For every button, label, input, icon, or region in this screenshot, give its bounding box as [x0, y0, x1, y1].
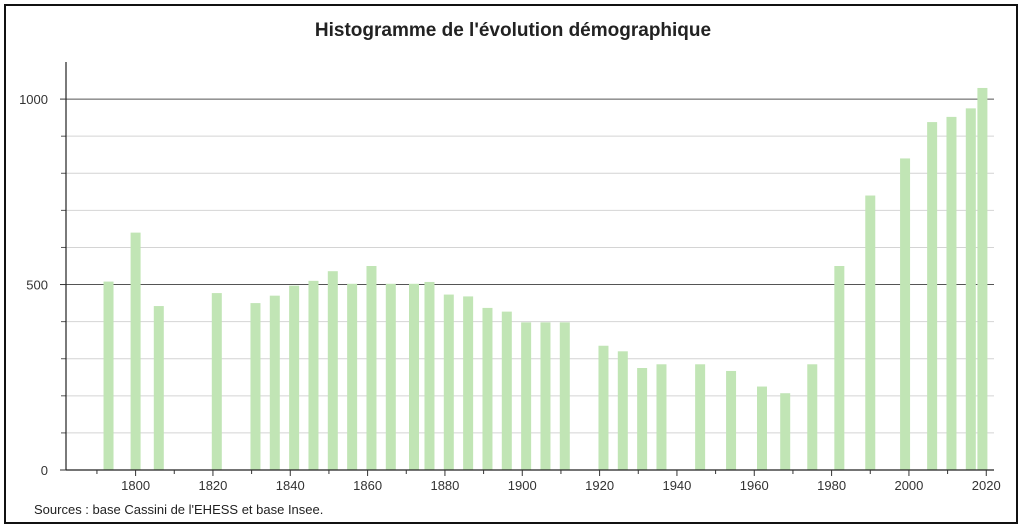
- bar: [656, 364, 667, 470]
- bar: [780, 393, 791, 470]
- y-tick-label: 500: [26, 278, 48, 293]
- bar: [385, 283, 396, 470]
- bar: [327, 271, 338, 470]
- bar: [443, 294, 454, 470]
- bar: [521, 322, 532, 470]
- x-tick-label: 2000: [894, 478, 923, 493]
- bar: [424, 281, 435, 470]
- bar: [757, 386, 767, 470]
- bar: [482, 307, 493, 470]
- bar: [366, 266, 377, 470]
- bar: [617, 351, 628, 470]
- y-tick-label: 0: [41, 463, 48, 478]
- bar: [927, 122, 938, 470]
- histogram-chart: 0 500 1000 1800 1820 1840 1860 1880 1900 1920 1940…: [19, 62, 1001, 493]
- bar: [308, 280, 319, 470]
- bar: [865, 195, 876, 470]
- bar: [130, 232, 141, 470]
- bar: [559, 322, 570, 470]
- bar: [103, 281, 114, 470]
- chart-title: Histogramme de l'évolution démographique: [314, 20, 712, 41]
- x-tick-label: 1920: [585, 478, 614, 493]
- bar: [834, 266, 845, 470]
- bar: [501, 311, 512, 470]
- x-tick-label: 1980: [817, 478, 846, 493]
- bar: [211, 293, 222, 470]
- bar: [409, 283, 419, 470]
- bar: [269, 295, 280, 470]
- x-tick-label: 1820: [198, 478, 227, 493]
- bar: [807, 364, 818, 470]
- x-tick-label: 1940: [662, 478, 691, 493]
- bar: [726, 370, 737, 470]
- bar: [463, 296, 474, 470]
- bar: [347, 283, 358, 470]
- chart-frame: Histogramme de l'évolution démographique…: [4, 4, 1018, 524]
- bar: [946, 116, 957, 471]
- bar: [289, 285, 300, 470]
- y-tick-label: 1000: [19, 92, 48, 107]
- bar: [250, 303, 261, 470]
- bar: [695, 364, 706, 470]
- x-tick-label: 1860: [353, 478, 382, 493]
- bar: [153, 306, 164, 470]
- x-tick-label: 1960: [740, 478, 769, 493]
- x-tick-label: 1800: [121, 478, 150, 493]
- bar: [977, 87, 988, 471]
- bar: [598, 345, 609, 470]
- bar: [637, 368, 648, 470]
- x-tick-label: 1900: [508, 478, 537, 493]
- bar: [540, 322, 551, 470]
- x-tick-label: 2020: [972, 478, 1001, 493]
- bar: [900, 158, 911, 470]
- bar: [965, 108, 976, 470]
- x-tick-label: 1840: [276, 478, 305, 493]
- x-tick-label: 1880: [430, 478, 459, 493]
- chart-source: Sources : base Cassini de l'EHESS et bas…: [34, 502, 324, 517]
